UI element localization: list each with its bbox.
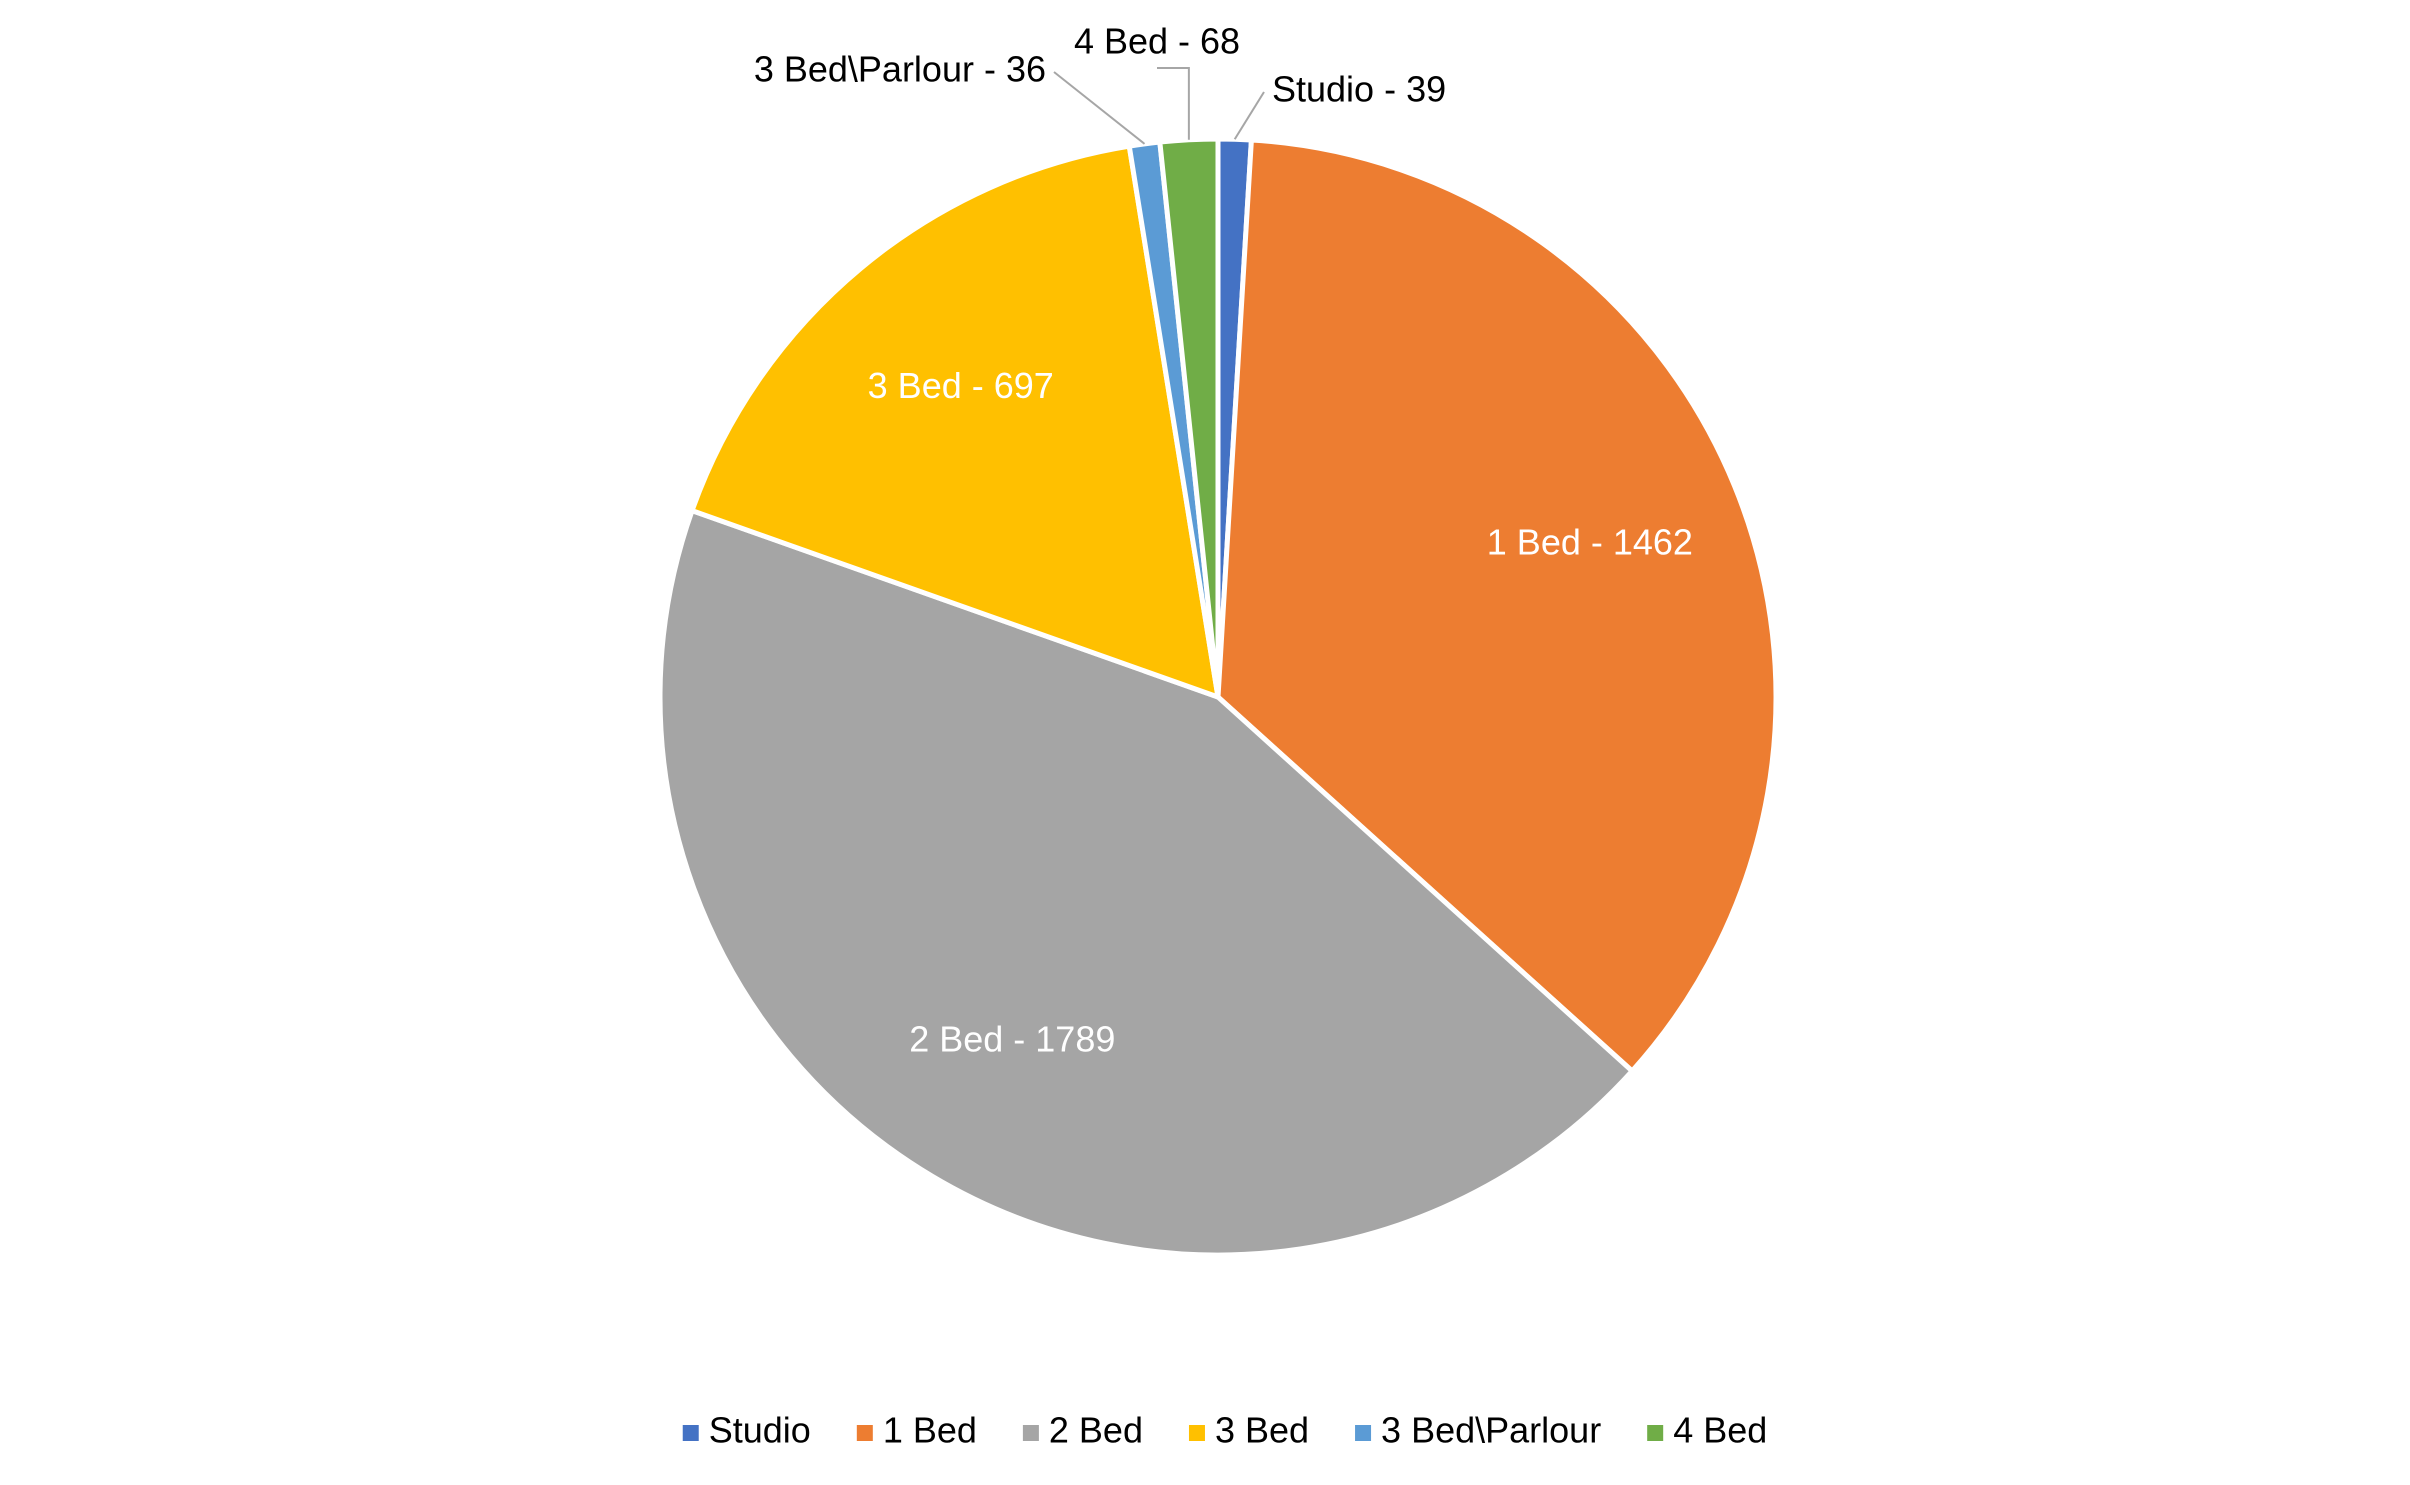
pie-slice: [689, 143, 1221, 700]
legend-swatch: [1355, 1425, 1372, 1441]
legend: Studio 1 Bed 2 Bed 3 Bed 3 Bed\Parlour 4 Bed: [682, 1410, 1767, 1451]
legend-swatch: [1188, 1425, 1205, 1441]
pie: [657, 136, 1779, 1258]
legend-swatch: [1647, 1425, 1664, 1441]
pie-slice: [1215, 137, 1779, 1074]
legend-label: 3 Bed\Parlour: [1381, 1410, 1601, 1451]
leader-line: [1053, 71, 1146, 145]
data-label: Studio - 39: [1272, 69, 1446, 110]
legend-label: 1 Bed: [883, 1410, 977, 1451]
legend-label: 3 Bed: [1215, 1410, 1309, 1451]
data-label: 3 Bed - 697: [868, 365, 1054, 406]
legend-swatch: [856, 1425, 873, 1441]
data-label: 4 Bed - 68: [1074, 21, 1240, 62]
data-labels: Studio - 39 1 Bed - 1462 2 Bed - 1789 3 Bed…: [754, 21, 1693, 1060]
leader-line: [1233, 91, 1265, 140]
data-label: 1 Bed - 1462: [1487, 521, 1693, 562]
leader-line: [1157, 67, 1190, 140]
legend-swatch: [682, 1425, 699, 1441]
legend-swatch: [1022, 1425, 1039, 1441]
data-label: 3 Bed\Parlour - 36: [754, 49, 1046, 90]
data-label: 2 Bed - 1789: [909, 1019, 1115, 1060]
pie-slice: [657, 508, 1635, 1258]
legend-label: 2 Bed: [1049, 1410, 1143, 1451]
legend-label: Studio: [709, 1410, 811, 1451]
legend-label: 4 Bed: [1673, 1410, 1767, 1451]
